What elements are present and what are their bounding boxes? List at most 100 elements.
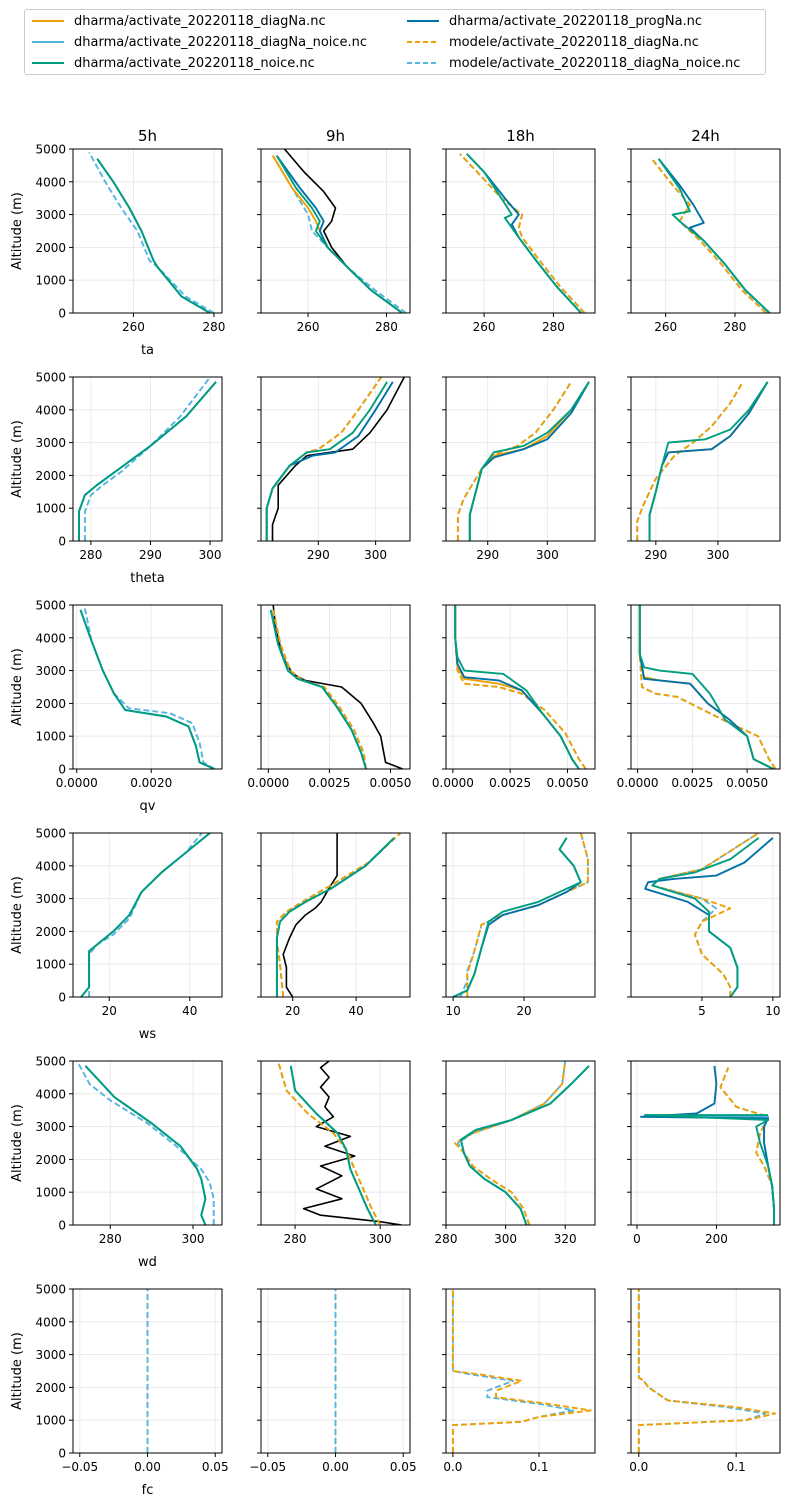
panel: 5 10 — [627, 832, 781, 1018]
y-tick-label: 3000 — [35, 892, 66, 906]
series-line-diagNa_noice — [644, 1114, 775, 1225]
series-line-noice — [648, 381, 769, 541]
axes-frame — [630, 604, 781, 770]
series-line-noice — [454, 605, 580, 769]
series-line-progNa — [84, 1065, 207, 1225]
y-tick-label: 0 — [58, 535, 66, 549]
x-tick-label: 0.0000 — [432, 776, 474, 790]
x-tick-label: 40 — [348, 1004, 363, 1018]
series-line-noice — [78, 381, 217, 541]
series-line-m_diagNa_noice — [83, 377, 211, 541]
y-tick-label: 3000 — [35, 1120, 66, 1134]
panel: 260 280 — [442, 148, 596, 334]
axes-frame — [72, 1060, 223, 1226]
legend-item-diagna: dharma/activate_20220118_diagNa.nc — [32, 11, 326, 31]
series-line-m_diagNa — [459, 153, 586, 313]
y-tick-label: 4000 — [35, 859, 66, 873]
series-line-noice — [468, 381, 590, 541]
series-line-m_diagNa_noice — [88, 151, 215, 313]
series-line-progNa — [80, 833, 211, 997]
series-line-diagNa — [454, 605, 580, 769]
y-tick-label: 1000 — [35, 958, 66, 972]
axes-frame — [630, 832, 781, 998]
x-tick-label: 0.0000 — [247, 776, 289, 790]
axes-frame — [72, 148, 223, 314]
y-tick-label: 2000 — [35, 1153, 66, 1167]
series-line-noice — [466, 153, 582, 313]
series-line-m_diagNa — [453, 1061, 567, 1225]
series-line-noice — [275, 837, 395, 997]
x-tick-label: 0.1 — [727, 1460, 746, 1474]
series-line-m_diagNa_noice — [275, 833, 402, 997]
y-tick-label: 2000 — [35, 1381, 66, 1395]
panel: 0 1000 2000 3000 4000 5000 −0.05 0.00 0.05 fc — [35, 1283, 228, 1499]
x-tick-label: 280 — [79, 548, 102, 562]
y-tick-label: 0 — [58, 991, 66, 1005]
y-axis-label: Altitude (m) — [10, 876, 25, 954]
y-tick-label: 1000 — [35, 502, 66, 516]
series-line-noice — [638, 605, 774, 769]
x-tick-label: 300 — [199, 548, 222, 562]
y-tick-label: 0 — [58, 307, 66, 321]
axes-frame — [445, 1288, 596, 1454]
axes-frame — [72, 376, 223, 542]
series-line-progNa — [269, 609, 367, 769]
series-line-m_diagNa — [456, 381, 572, 541]
series-line-m_diagNa_noice — [459, 153, 586, 313]
x-tick-label: 290 — [644, 548, 667, 562]
x-axis-label: fc — [142, 1483, 154, 1498]
legend-item-modele-diagna-noice: modele/activate_20220118_diagNa_noice.nc — [407, 53, 740, 73]
y-tick-label: 5000 — [35, 827, 66, 841]
x-axis-label: ta — [141, 343, 154, 358]
axes-frame — [445, 1060, 596, 1226]
legend-swatch — [407, 20, 439, 22]
column-title: 5h — [138, 127, 157, 145]
legend-item-noice: dharma/activate_20220118_noice.nc — [32, 53, 315, 73]
legend-swatch — [32, 62, 64, 64]
column-title: 9h — [326, 127, 345, 145]
series-line-progNa — [275, 155, 403, 313]
x-tick-label: 280 — [435, 1232, 458, 1246]
y-tick-label: 0 — [58, 1447, 66, 1461]
y-tick-label: 2000 — [35, 241, 66, 255]
series-line-noice — [84, 1065, 207, 1225]
x-tick-label: 0.0000 — [617, 776, 659, 790]
x-tick-label: 0.05 — [202, 1460, 229, 1474]
panel: 0.0000 0.0025 0.0050 — [617, 604, 781, 790]
axes-frame — [72, 832, 223, 998]
axes-frame — [445, 148, 596, 314]
series-line-noice — [452, 837, 582, 997]
series-line-obs — [302, 1061, 402, 1225]
x-tick-label: 260 — [473, 320, 496, 334]
series-line-m_diagNa_noice — [456, 1061, 567, 1225]
y-tick-label: 3000 — [35, 1348, 66, 1362]
y-tick-label: 5000 — [35, 599, 66, 613]
series-line-progNa — [265, 381, 394, 541]
x-tick-label: 0.0 — [629, 1460, 648, 1474]
series-line-noice — [651, 837, 760, 997]
series-line-m_diagNa — [651, 833, 760, 997]
x-tick-label: 300 — [706, 548, 729, 562]
x-tick-label: 0.0 — [443, 1460, 462, 1474]
x-tick-label: 0.0050 — [546, 776, 588, 790]
x-tick-label: 290 — [139, 548, 162, 562]
panel: 280 300 — [257, 1060, 411, 1246]
series-line-m_diagNa_noice — [451, 1289, 575, 1453]
column-title: 18h — [506, 127, 535, 145]
series-line-m_diagNa — [275, 833, 402, 997]
legend-label: modele/activate_20220118_diagNa.nc — [449, 34, 699, 50]
legend-swatch — [32, 41, 64, 43]
y-tick-label: 1000 — [35, 1186, 66, 1200]
axes-frame — [445, 604, 596, 770]
axes-frame — [260, 832, 411, 998]
axes-frame — [445, 376, 596, 542]
series-line-m_diagNa — [719, 1067, 775, 1225]
y-tick-label: 2000 — [35, 697, 66, 711]
x-tick-label: 320 — [554, 1232, 577, 1246]
series-line-obs — [272, 605, 403, 769]
x-tick-label: 40 — [182, 1004, 197, 1018]
x-axis-label: wd — [138, 1255, 157, 1270]
panel: 290 300 — [627, 376, 781, 562]
y-axis-label: Altitude (m) — [10, 648, 25, 726]
